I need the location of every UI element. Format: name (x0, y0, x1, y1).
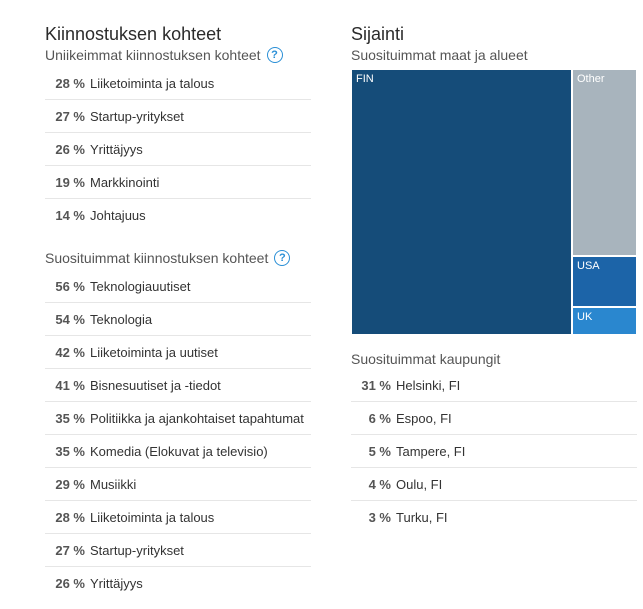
list-item: 35 % Politiikka ja ajankohtaiset tapahtum… (45, 402, 311, 435)
item-label: Turku, FI (396, 510, 448, 525)
item-percent: 28 % (55, 509, 85, 525)
treemap-tile-fin[interactable]: FIN (351, 69, 572, 335)
item-label: Johtajuus (90, 208, 146, 223)
item-percent: 19 % (55, 174, 85, 190)
countries-treemap: FIN Other USA UK (351, 69, 637, 335)
list-item: 27 % Startup-yritykset (45, 100, 311, 133)
list-item: 14 % Johtajuus (45, 199, 311, 232)
interests-title: Kiinnostuksen kohteet (45, 24, 222, 44)
treemap-tile-uk[interactable]: UK (572, 307, 637, 335)
list-item: 19 % Markkinointi (45, 166, 311, 199)
list-item: 4 % Oulu, FI (351, 468, 637, 501)
item-percent: 26 % (55, 576, 85, 591)
item-label: Tampere, FI (396, 443, 466, 459)
item-label: Teknologia (90, 311, 153, 327)
item-label: Komedia (Elokuvat ja televisio) (90, 443, 268, 459)
item-percent: 4 % (368, 476, 391, 492)
cities-list: 31 % Helsinki, FI 6 % Espoo, FI 5 % Tampere… (351, 369, 637, 534)
tile-label: Other (577, 73, 605, 85)
tile-label: UK (577, 311, 593, 323)
item-label: Espoo, FI (396, 410, 452, 426)
item-percent: 35 % (55, 443, 85, 459)
cities-subtitle: Suosituimmat kaupungit (351, 351, 501, 367)
item-percent: 3 % (368, 510, 391, 525)
item-percent: 56 % (55, 278, 85, 294)
item-label: Teknologiauutiset (90, 278, 191, 294)
item-label: Musiikki (90, 476, 137, 492)
list-item: 29 % Musiikki (45, 468, 311, 501)
treemap-tile-other[interactable]: Other (572, 69, 637, 256)
item-percent: 29 % (55, 476, 85, 492)
item-label: Liiketoiminta ja talous (90, 75, 215, 91)
list-item: 3 % Turku, FI (351, 501, 637, 534)
list-item: 35 % Komedia (Elokuvat ja televisio) (45, 435, 311, 468)
item-label: Bisnesuutiset ja -tiedot (90, 377, 221, 393)
item-percent: 26 % (55, 141, 85, 157)
item-label: Yrittäjyys (90, 141, 143, 157)
countries-subtitle: Suosituimmat maat ja alueet (351, 47, 528, 63)
list-item: 27 % Startup-yritykset (45, 534, 311, 567)
help-icon[interactable]: ? (266, 47, 283, 63)
popular-interests-subtitle: Suosituimmat kiinnostuksen kohteet ? (45, 250, 291, 266)
item-label: Startup-yritykset (90, 542, 184, 558)
item-percent: 54 % (55, 311, 85, 327)
item-label: Startup-yritykset (90, 108, 184, 124)
list-item: 6 % Espoo, FI (351, 402, 637, 435)
item-percent: 6 % (368, 410, 391, 426)
unique-interests-list: 28 % Liiketoiminta ja talous 27 % Startup-… (45, 67, 311, 232)
item-percent: 41 % (55, 377, 85, 393)
unique-interests-subtitle-text: Uniikeimmat kiinnostuksen kohteet (45, 47, 261, 63)
item-label: Yrittäjyys (90, 576, 143, 591)
list-item: 31 % Helsinki, FI (351, 369, 637, 402)
location-title: Sijainti (351, 24, 405, 44)
item-label: Oulu, FI (396, 476, 443, 492)
popular-interests-list: 56 % Teknologiauutiset 54 % Teknologia 42 … (45, 270, 311, 600)
list-item: 54 % Teknologia (45, 303, 311, 336)
treemap-tile-usa[interactable]: USA (572, 256, 637, 307)
item-label: Markkinointi (90, 174, 160, 190)
list-item: 28 % Liiketoiminta ja talous (45, 501, 311, 534)
item-percent: 31 % (361, 377, 391, 393)
item-percent: 35 % (55, 410, 85, 426)
item-percent: 42 % (55, 344, 85, 360)
tile-label: FIN (356, 73, 374, 85)
item-percent: 28 % (55, 75, 85, 91)
item-percent: 14 % (55, 208, 85, 223)
list-item: 26 % Yrittäjyys (45, 567, 311, 600)
popular-interests-subtitle-text: Suosituimmat kiinnostuksen kohteet (45, 250, 269, 266)
list-item: 56 % Teknologiauutiset (45, 270, 311, 303)
item-label: Liiketoiminta ja uutiset (90, 344, 218, 360)
help-icon[interactable]: ? (274, 250, 291, 266)
list-item: 41 % Bisnesuutiset ja -tiedot (45, 369, 311, 402)
item-percent: 27 % (55, 542, 85, 558)
item-label: Liiketoiminta ja talous (90, 509, 215, 525)
item-percent: 27 % (55, 108, 85, 124)
item-label: Politiikka ja ajankohtaiset tapahtumat (90, 410, 304, 426)
tile-label: USA (577, 260, 600, 272)
list-item: 5 % Tampere, FI (351, 435, 637, 468)
list-item: 26 % Yrittäjyys (45, 133, 311, 166)
list-item: 42 % Liiketoiminta ja uutiset (45, 336, 311, 369)
item-label: Helsinki, FI (396, 377, 461, 393)
item-percent: 5 % (368, 443, 391, 459)
list-item: 28 % Liiketoiminta ja talous (45, 67, 311, 100)
unique-interests-subtitle: Uniikeimmat kiinnostuksen kohteet ? (45, 47, 283, 63)
